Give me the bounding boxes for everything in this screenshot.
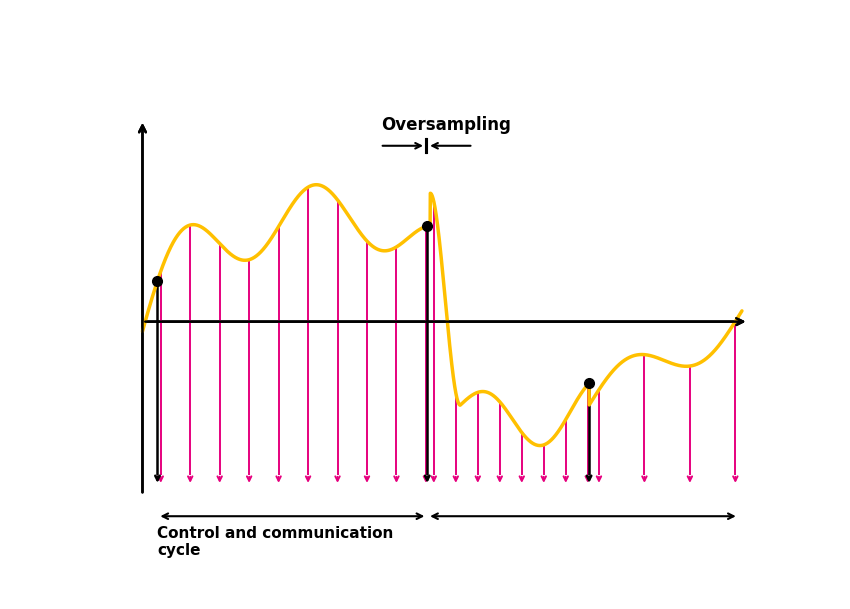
Text: Oversampling: Oversampling (382, 116, 511, 134)
Text: Control and communication
cycle: Control and communication cycle (157, 526, 394, 558)
